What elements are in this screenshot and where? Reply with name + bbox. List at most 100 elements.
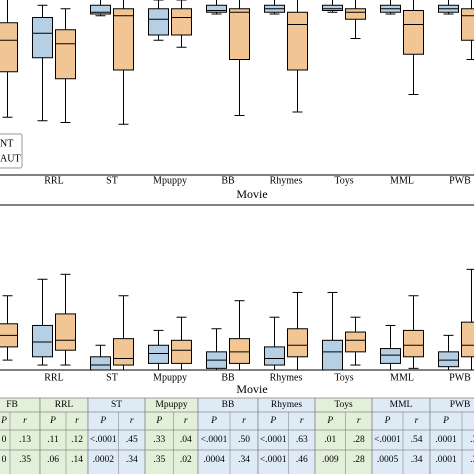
box	[32, 278, 53, 366]
x-tick-label: RRL	[44, 175, 63, 186]
x-axis-label: Movie	[236, 382, 267, 396]
table-cell-text: r	[23, 416, 27, 426]
x-tick-label: BB	[221, 372, 235, 383]
table-cell-text: r	[415, 416, 419, 426]
box	[380, 0, 401, 15]
x-tick-label: ST	[106, 372, 118, 383]
box	[55, 8, 76, 123]
box-body	[403, 329, 424, 358]
table-cell-text: P	[49, 416, 56, 426]
box-body	[32, 324, 53, 358]
table-cell-text: r	[75, 416, 79, 426]
table-cell-text: .46	[296, 455, 308, 465]
table-cell-text: P	[0, 416, 7, 426]
box	[403, 0, 424, 95]
table-cell-text: P	[210, 416, 217, 426]
box-body	[403, 10, 424, 55]
box-body	[113, 338, 134, 366]
box	[264, 0, 285, 15]
box	[287, 291, 308, 371]
table-cell-text: P	[269, 416, 276, 426]
table-cell-text: .12	[71, 435, 83, 445]
box	[55, 273, 76, 366]
table-cell-text: r	[130, 416, 134, 426]
table-cell-text: 0	[2, 455, 7, 465]
box	[0, 295, 18, 361]
box-body	[148, 344, 169, 364]
box-body	[55, 313, 76, 351]
box	[113, 295, 134, 371]
x-tick-label: MML	[390, 175, 414, 186]
box-body	[264, 346, 285, 366]
table-cell-text: r	[357, 416, 361, 426]
table-cell-text: .63	[296, 435, 308, 445]
table-header: BB	[222, 400, 235, 410]
table-cell-text: .28	[353, 455, 365, 465]
x-tick-label: Mpuppy	[153, 175, 187, 186]
table-cell-text: .35	[19, 455, 31, 465]
x-tick-label: MML	[390, 372, 414, 383]
box-body	[287, 11, 308, 71]
table-cell	[144, 397, 199, 474]
table-cell-text: 0	[2, 435, 7, 445]
table-cell-text: .02	[180, 455, 192, 465]
table-cell-text: .39	[470, 455, 474, 465]
table-cell-text: <.0001	[374, 435, 401, 445]
table-cell	[429, 397, 474, 474]
box	[461, 0, 474, 60]
table-cell-text: P	[442, 416, 449, 426]
box-body	[90, 356, 111, 371]
x-tick-label: PWB	[449, 175, 471, 186]
legend: NT AUT	[0, 133, 23, 169]
box	[90, 344, 111, 371]
box	[206, 0, 227, 15]
table-header: ST	[111, 400, 122, 410]
table-cell-text: .45	[126, 435, 138, 445]
table-cell-text: r	[242, 416, 246, 426]
table-cell-text: .0001	[435, 435, 457, 445]
table-cell-text: <.0001	[260, 455, 287, 465]
box	[148, 329, 169, 371]
box	[461, 268, 474, 371]
box	[0, 0, 18, 118]
box-body	[229, 338, 250, 364]
x-tick-label: Rhymes	[270, 372, 303, 383]
box	[206, 328, 227, 371]
table-cell	[371, 397, 431, 474]
box-body	[90, 4, 111, 15]
box-body	[345, 331, 366, 353]
table-cell-text: .28	[353, 435, 365, 445]
table-header: FB	[6, 400, 18, 410]
box	[380, 324, 401, 371]
table-header: Mpuppy	[155, 400, 187, 410]
box-body	[148, 8, 169, 36]
box	[171, 0, 192, 48]
table-cell-text: .13	[19, 435, 31, 445]
table-cell-text: <.0001	[201, 435, 228, 445]
box-body	[380, 348, 401, 364]
table-header: PWB	[450, 400, 471, 410]
box-body	[229, 8, 250, 60]
box-body	[113, 8, 134, 71]
x-tick-label: PWB	[449, 372, 471, 383]
x-tick-label: RRL	[44, 372, 63, 383]
table-cell-text: .35	[153, 455, 165, 465]
box	[229, 0, 250, 116]
table-cell-text: .50	[238, 435, 250, 445]
box-body	[438, 351, 459, 368]
box-body	[287, 328, 308, 358]
table-cell-text: .34	[126, 455, 138, 465]
box	[264, 316, 285, 371]
box	[171, 316, 192, 371]
box	[322, 0, 343, 13]
box	[90, 0, 111, 17]
box-body	[322, 339, 343, 371]
box	[438, 334, 459, 371]
table-header: MML	[390, 400, 413, 410]
box	[322, 291, 343, 371]
x-tick-label: Toys	[334, 175, 353, 186]
table-cell-text: .14	[71, 455, 83, 465]
table-cell-text: .04	[180, 435, 192, 445]
table-cell	[257, 397, 316, 474]
